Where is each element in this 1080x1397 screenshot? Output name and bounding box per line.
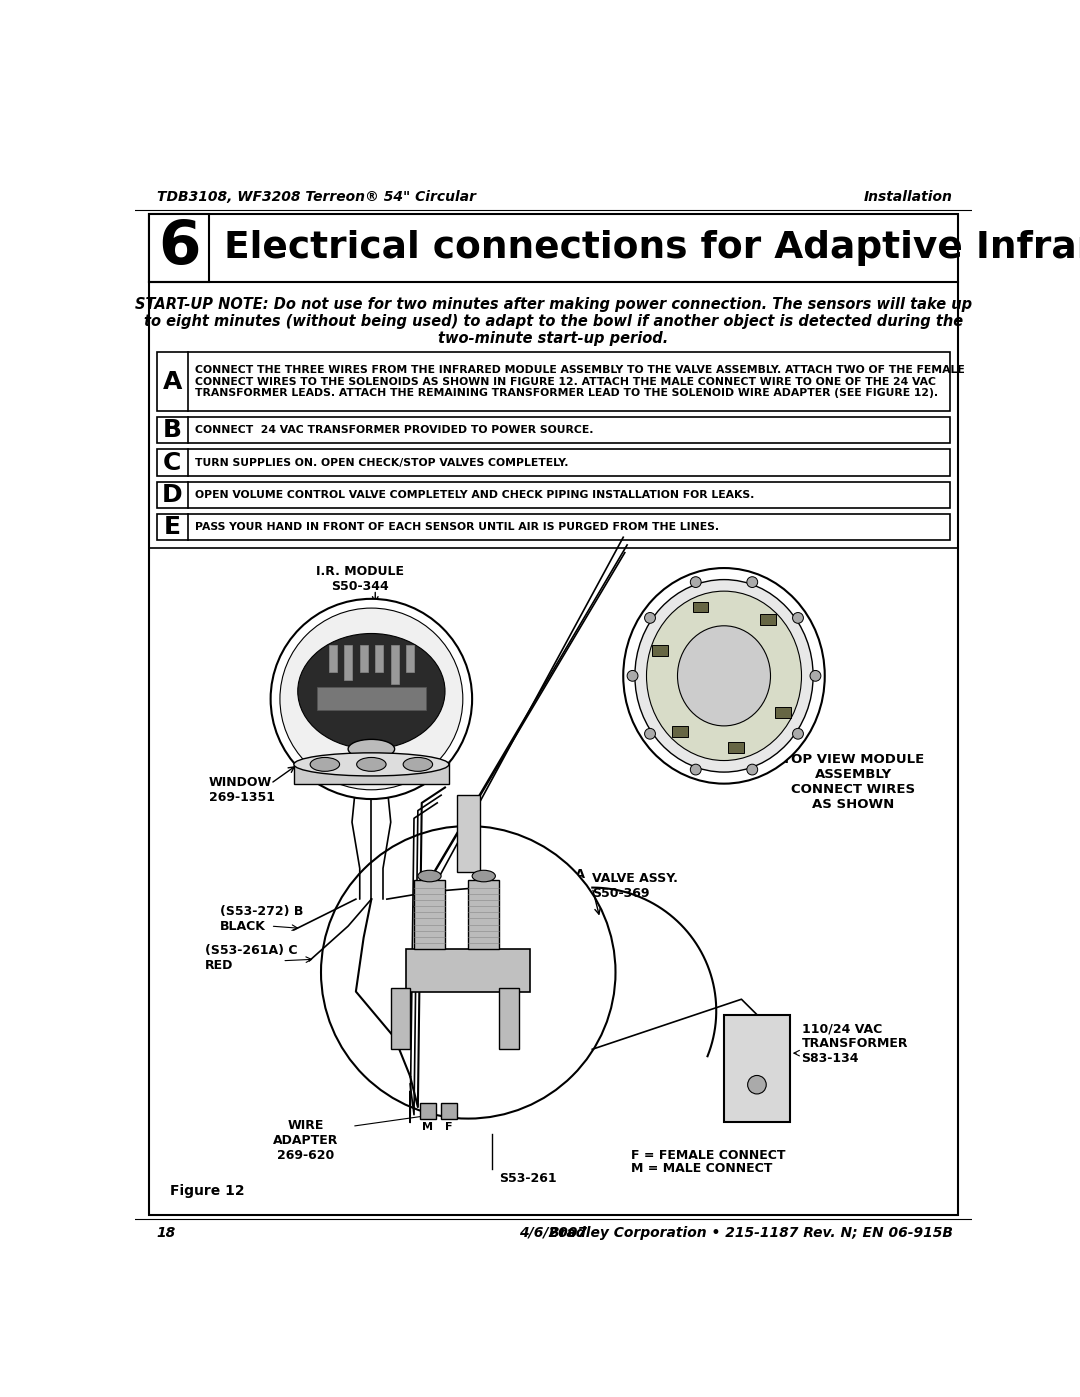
FancyBboxPatch shape <box>391 645 399 683</box>
FancyBboxPatch shape <box>420 1104 435 1119</box>
Ellipse shape <box>356 757 387 771</box>
Text: Installation: Installation <box>864 190 953 204</box>
Ellipse shape <box>348 739 394 759</box>
Text: OPEN VOLUME CONTROL VALVE COMPLETELY AND CHECK PIPING INSTALLATION FOR LEAKS.: OPEN VOLUME CONTROL VALVE COMPLETELY AND… <box>195 490 755 500</box>
Text: Figure 12: Figure 12 <box>170 1185 244 1199</box>
Circle shape <box>645 728 656 739</box>
FancyBboxPatch shape <box>157 514 950 541</box>
Circle shape <box>627 671 638 682</box>
Ellipse shape <box>294 753 449 775</box>
FancyBboxPatch shape <box>149 214 958 1215</box>
FancyBboxPatch shape <box>157 482 950 509</box>
Text: (S53-272) B
BLACK: (S53-272) B BLACK <box>220 905 303 933</box>
Ellipse shape <box>647 591 801 760</box>
Ellipse shape <box>623 569 825 784</box>
Text: CONNECT THE THREE WIRES FROM THE INFRARED MODULE ASSEMBLY TO THE VALVE ASSEMBLY.: CONNECT THE THREE WIRES FROM THE INFRARE… <box>195 365 966 398</box>
Text: (S53-261A) C
RED: (S53-261A) C RED <box>205 944 297 972</box>
FancyBboxPatch shape <box>391 988 410 1049</box>
Text: 6: 6 <box>158 218 201 277</box>
FancyBboxPatch shape <box>728 742 744 753</box>
FancyBboxPatch shape <box>652 645 667 657</box>
Text: TURN SUPPLIES ON. OPEN CHECK/STOP VALVES COMPLETELY.: TURN SUPPLIES ON. OPEN CHECK/STOP VALVES… <box>195 458 569 468</box>
Text: WINDOW
269-1351: WINDOW 269-1351 <box>208 775 274 803</box>
FancyBboxPatch shape <box>457 795 480 872</box>
Text: I.R. MODULE
S50-344: I.R. MODULE S50-344 <box>315 564 404 592</box>
Circle shape <box>690 764 701 775</box>
Text: A: A <box>162 370 181 394</box>
Circle shape <box>810 671 821 682</box>
Text: ALIGN AT THE
OPTICAL SENSOR
FOR PROPER SENSOR
OPERATION: ALIGN AT THE OPTICAL SENSOR FOR PROPER S… <box>694 657 754 679</box>
Text: TOP VIEW MODULE
ASSEMBLY
CONNECT WIRES
AS SHOWN: TOP VIEW MODULE ASSEMBLY CONNECT WIRES A… <box>782 753 924 810</box>
Text: PASS YOUR HAND IN FRONT OF EACH SENSOR UNTIL AIR IS PURGED FROM THE LINES.: PASS YOUR HAND IN FRONT OF EACH SENSOR U… <box>195 522 719 532</box>
Circle shape <box>747 577 758 588</box>
Circle shape <box>280 608 463 789</box>
Circle shape <box>645 612 656 623</box>
FancyBboxPatch shape <box>775 707 791 718</box>
FancyBboxPatch shape <box>375 645 383 680</box>
Text: 18: 18 <box>157 1225 176 1239</box>
FancyBboxPatch shape <box>360 645 367 676</box>
Text: B: B <box>163 418 181 443</box>
Circle shape <box>747 1076 766 1094</box>
Circle shape <box>793 728 804 739</box>
Ellipse shape <box>321 826 616 1119</box>
FancyBboxPatch shape <box>157 352 950 411</box>
Text: to eight minutes (without being used) to adapt to the bowl if another object is : to eight minutes (without being used) to… <box>144 314 963 328</box>
FancyBboxPatch shape <box>328 645 337 672</box>
Ellipse shape <box>472 870 496 882</box>
FancyBboxPatch shape <box>406 949 530 992</box>
Text: F: F <box>445 1122 453 1133</box>
FancyBboxPatch shape <box>414 880 445 949</box>
Text: DO NOT REMOVE THIS TAG: DO NOT REMOVE THIS TAG <box>691 690 757 696</box>
Ellipse shape <box>635 580 813 773</box>
Text: WIRE
ADAPTER
269-620: WIRE ADAPTER 269-620 <box>273 1119 338 1161</box>
Text: S53-261: S53-261 <box>499 1172 557 1186</box>
FancyBboxPatch shape <box>294 763 449 784</box>
Text: M = MALE CONNECT: M = MALE CONNECT <box>631 1162 772 1175</box>
FancyBboxPatch shape <box>760 615 775 626</box>
FancyBboxPatch shape <box>499 988 518 1049</box>
FancyBboxPatch shape <box>318 687 426 711</box>
Circle shape <box>793 612 804 623</box>
FancyBboxPatch shape <box>345 645 352 683</box>
Ellipse shape <box>403 757 433 771</box>
Ellipse shape <box>298 633 445 749</box>
Ellipse shape <box>418 870 441 882</box>
FancyBboxPatch shape <box>673 726 688 738</box>
Text: CONNECT  24 VAC TRANSFORMER PROVIDED TO POWER SOURCE.: CONNECT 24 VAC TRANSFORMER PROVIDED TO P… <box>195 425 594 436</box>
FancyBboxPatch shape <box>469 880 499 949</box>
Text: C: C <box>163 451 181 475</box>
FancyBboxPatch shape <box>157 450 950 475</box>
Circle shape <box>690 577 701 588</box>
Text: (S53-261A) A
RED: (S53-261A) A RED <box>491 869 584 897</box>
FancyBboxPatch shape <box>441 1104 457 1119</box>
FancyBboxPatch shape <box>724 1014 789 1122</box>
Circle shape <box>271 599 472 799</box>
FancyBboxPatch shape <box>157 418 950 443</box>
Circle shape <box>747 764 758 775</box>
Text: D: D <box>162 483 183 507</box>
Text: 110/24 VAC
TRANSFORMER
S83-134: 110/24 VAC TRANSFORMER S83-134 <box>801 1023 908 1066</box>
Text: M: M <box>422 1122 433 1133</box>
FancyBboxPatch shape <box>406 645 414 672</box>
Text: Bradley Corporation • 215-1187 Rev. N; EN 06-915B: Bradley Corporation • 215-1187 Rev. N; E… <box>549 1225 953 1239</box>
Text: TDB3108, WF3208 Terreon® 54" Circular: TDB3108, WF3208 Terreon® 54" Circular <box>157 190 475 204</box>
Text: E: E <box>164 515 180 539</box>
FancyBboxPatch shape <box>149 214 210 282</box>
FancyBboxPatch shape <box>693 602 708 612</box>
Ellipse shape <box>677 626 770 726</box>
Text: VALVE ASSY.
S50-369: VALVE ASSY. S50-369 <box>592 872 678 900</box>
Text: 4/6/2007: 4/6/2007 <box>519 1225 588 1239</box>
Text: F = FEMALE CONNECT: F = FEMALE CONNECT <box>631 1150 785 1162</box>
Ellipse shape <box>310 757 339 771</box>
Text: Electrical connections for Adaptive Infrared: Electrical connections for Adaptive Infr… <box>225 229 1080 265</box>
Text: two-minute start-up period.: two-minute start-up period. <box>438 331 669 346</box>
Text: START-UP NOTE: Do not use for two minutes after making power connection. The sen: START-UP NOTE: Do not use for two minute… <box>135 298 972 312</box>
